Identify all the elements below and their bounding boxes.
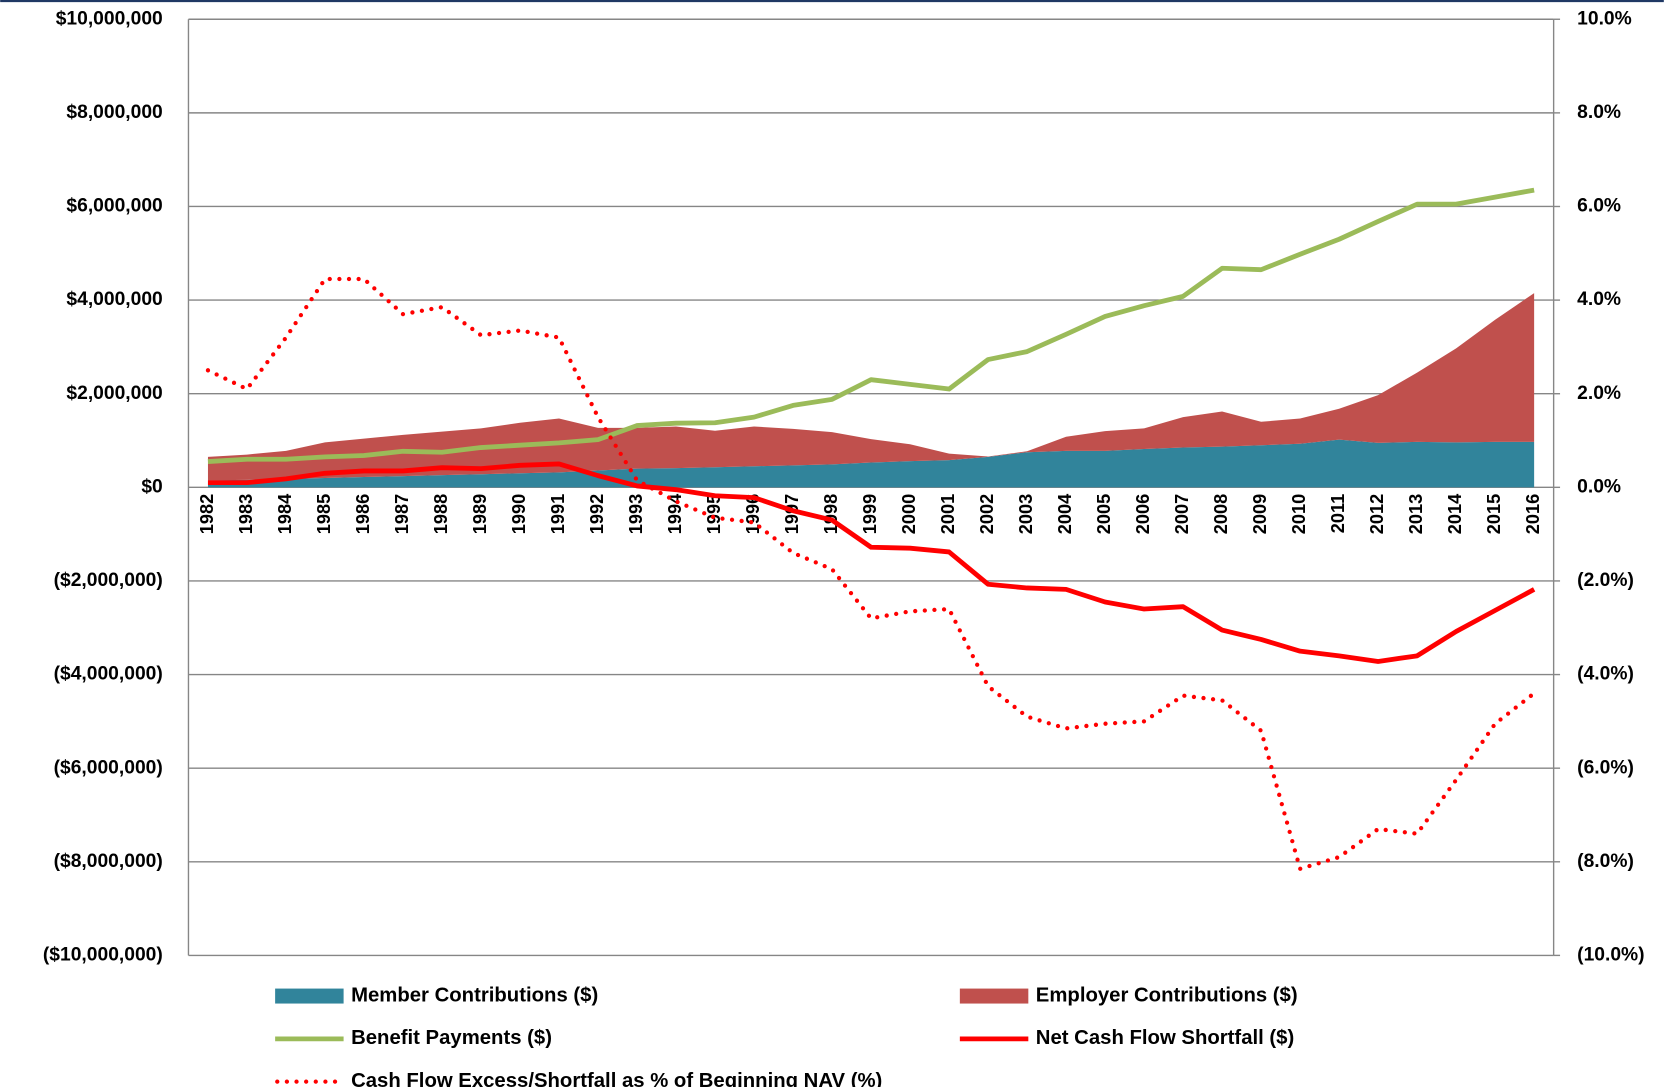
line: [207, 461, 1536, 664]
y2-tick-label: (10.0%): [1577, 944, 1644, 965]
legend-swatch: [275, 988, 344, 1004]
x-tick-label: 1998: [821, 494, 841, 534]
y-tick-label: ($8,000,000): [54, 851, 163, 872]
x-tick-label: 1991: [548, 494, 568, 534]
x-tick-label: 2012: [1367, 494, 1387, 534]
y-tick-label: $6,000,000: [66, 196, 162, 217]
x-tick-label: 2006: [1133, 494, 1153, 534]
x-tick-label: 1985: [314, 494, 334, 534]
y-tick-label: ($10,000,000): [43, 944, 163, 965]
legend-item: Net Cash Flow Shortfall ($): [959, 1027, 1294, 1049]
x-tick-label: 1990: [509, 494, 529, 534]
x-tick-label: 2010: [1289, 494, 1309, 534]
y2-tick-label: (2.0%): [1577, 570, 1634, 591]
y-tick-label: $8,000,000: [66, 102, 162, 123]
area: [207, 293, 1535, 481]
legend-label: Employer Contributions ($): [1036, 984, 1298, 1006]
x-tick-label: 1992: [587, 494, 607, 534]
y2-tick-label: 6.0%: [1577, 196, 1621, 217]
y2-tick-label: (6.0%): [1577, 757, 1634, 778]
y-tick-label: $2,000,000: [66, 383, 162, 404]
x-tick-label: 2014: [1445, 493, 1465, 534]
y2-tick-label: 2.0%: [1577, 383, 1621, 404]
y2-tick-label: (4.0%): [1577, 664, 1634, 685]
x-tick-label: 1982: [197, 494, 217, 534]
y2-tick-label: 8.0%: [1577, 102, 1621, 123]
y-tick-label: $0: [141, 476, 162, 497]
y2-tick-label: 0.0%: [1577, 476, 1621, 497]
area: [207, 439, 1535, 488]
x-tick-label: 1994: [665, 493, 685, 534]
plot: [188, 18, 1554, 957]
y-tick-label: $10,000,000: [56, 8, 163, 29]
legend-label: Member Contributions ($): [351, 984, 598, 1006]
legend-label: Net Cash Flow Shortfall ($): [1036, 1027, 1294, 1049]
x-tick-label: 1984: [275, 493, 295, 534]
y2-tick-label: (8.0%): [1577, 851, 1634, 872]
x-tick-label: 1996: [743, 494, 763, 534]
x-tick-label: 1997: [782, 494, 802, 534]
y-tick-label: ($4,000,000): [54, 664, 163, 685]
legend-label: Cash Flow Excess/Shortfall as % of Begin…: [351, 1070, 882, 1087]
x-tick-label: 1983: [236, 494, 256, 534]
x-tick-label: 1988: [431, 494, 451, 534]
x-tick-label: 1999: [860, 494, 880, 534]
y-tick-label: ($6,000,000): [54, 757, 163, 778]
x-tick-label: 1993: [626, 494, 646, 534]
y2-tick-label: 4.0%: [1577, 289, 1621, 310]
x-tick-label: 2015: [1484, 494, 1504, 534]
x-tick-label: 1987: [392, 494, 412, 534]
x-tick-label: 2001: [938, 494, 958, 534]
x-tick-label: 2002: [977, 494, 997, 534]
y2-tick-label: 10.0%: [1577, 8, 1632, 29]
x-tick-label: 2011: [1328, 494, 1348, 533]
x-tick-label: 2000: [899, 494, 919, 534]
x-tick-label: 1995: [704, 494, 724, 534]
x-tick-label: 2003: [1016, 494, 1036, 534]
x-tick-label: 1989: [470, 494, 490, 534]
line: [207, 187, 1535, 464]
legend-swatch: [959, 988, 1029, 1004]
legend-item: Benefit Payments ($): [275, 1027, 552, 1049]
grid: [188, 18, 1554, 957]
x-tick-label: 2008: [1211, 494, 1231, 534]
x-tick-label: 2004: [1055, 493, 1075, 534]
x-tick-label: 2013: [1406, 494, 1426, 534]
x-tick-label: 2005: [1094, 494, 1114, 534]
legend-item: Member Contributions ($): [275, 984, 598, 1006]
x-tick-label: 1986: [353, 494, 373, 534]
y-tick-label: $4,000,000: [66, 289, 162, 310]
x-tick-label: 2009: [1250, 494, 1270, 534]
x-tick-label: 2007: [1172, 494, 1192, 534]
y-tick-label: ($2,000,000): [54, 570, 163, 591]
legend-label: Benefit Payments ($): [351, 1027, 552, 1049]
legend-item: Cash Flow Excess/Shortfall as % of Begin…: [275, 1070, 882, 1087]
legend-item: Employer Contributions ($): [959, 984, 1298, 1006]
dotted-line: [205, 276, 1537, 871]
x-tick-label: 2016: [1523, 494, 1543, 534]
